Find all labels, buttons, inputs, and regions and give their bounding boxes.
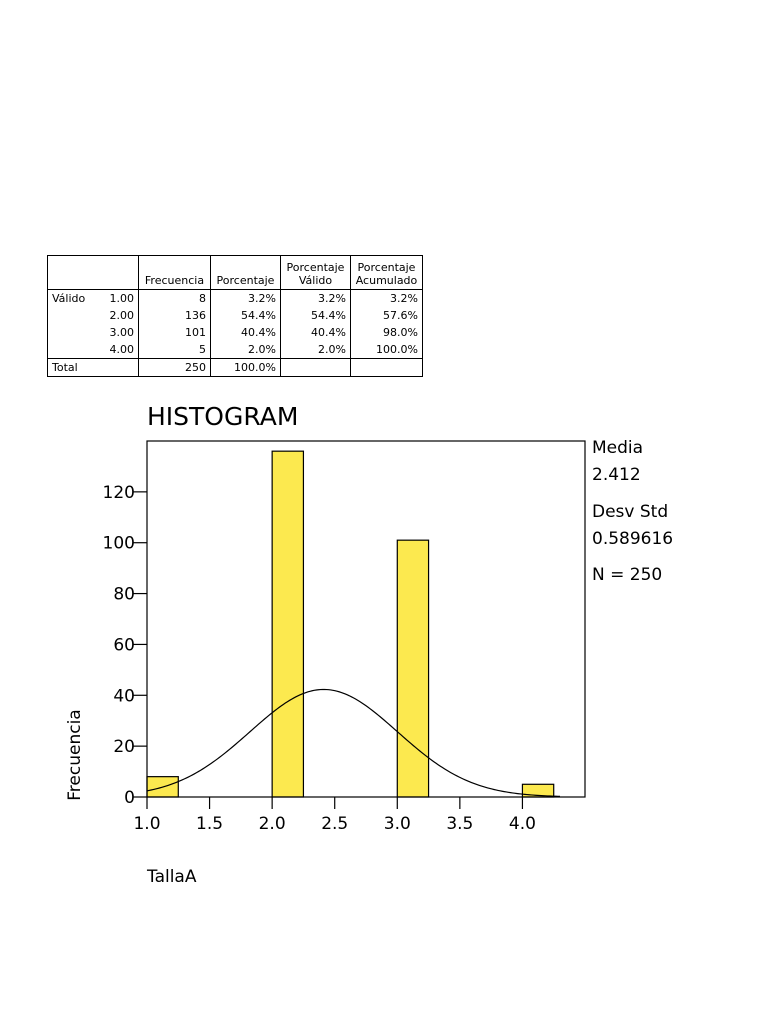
- x-tick-label: 3.0: [384, 814, 411, 834]
- table-row: Válido 1.00 8 3.2% 3.2% 3.2%: [47, 289, 423, 307]
- row-valid-percent: 54.4%: [280, 307, 351, 324]
- row-valid-percent: 3.2%: [280, 289, 351, 307]
- frequency-table: Frecuencia Porcentaje Porcentaje Válido Porc…: [47, 255, 423, 377]
- chart-title: HISTOGRAM: [147, 402, 299, 431]
- row-group-label: Válido: [47, 289, 96, 307]
- table-header-cell: Porcentaje Acumulado: [350, 255, 423, 290]
- x-tick-label: 3.5: [446, 814, 473, 834]
- row-frequency: 5: [138, 341, 211, 359]
- row-cumulative-percent: 3.2%: [350, 289, 423, 307]
- table-row: 2.00 136 54.4% 54.4% 57.6%: [47, 307, 423, 324]
- table-row: 3.00 101 40.4% 40.4% 98.0%: [47, 324, 423, 341]
- row-frequency: 101: [138, 324, 211, 341]
- row-percent: 40.4%: [210, 324, 281, 341]
- total-percent: 100.0%: [210, 358, 281, 377]
- table-header-cell: [47, 255, 96, 290]
- row-percent: 54.4%: [210, 307, 281, 324]
- y-tick-label: 20: [113, 737, 135, 757]
- sd-label: Desv Std: [592, 502, 669, 522]
- table-header-cell: Porcentaje Válido: [280, 255, 351, 290]
- normal-curve: [146, 688, 560, 797]
- total-valid-percent: [280, 358, 351, 377]
- y-tick-label: 120: [103, 483, 135, 503]
- row-frequency: 136: [138, 307, 211, 324]
- row-value: 1.00: [95, 289, 139, 307]
- row-value: 3.00: [95, 324, 139, 341]
- row-value: 2.00: [95, 307, 139, 324]
- y-tick-label: 60: [113, 635, 135, 655]
- row-group-label: [47, 307, 96, 324]
- total-cumulative-percent: [350, 358, 423, 377]
- x-axis-label: TallaA: [146, 867, 197, 887]
- mean-label: Media: [592, 438, 644, 458]
- y-tick-label: 40: [113, 686, 135, 706]
- mean-value: 2.412: [592, 465, 641, 485]
- row-cumulative-percent: 98.0%: [350, 324, 423, 341]
- row-frequency: 8: [138, 289, 211, 307]
- row-value: 4.00: [95, 341, 139, 359]
- row-group-label: [47, 341, 96, 359]
- x-tick-label: 2.0: [259, 814, 286, 834]
- table-total-row: Total 250 100.0%: [47, 358, 423, 377]
- plot-frame: [146, 440, 586, 798]
- histogram-bar: [271, 450, 305, 798]
- x-tick-label: 2.5: [321, 814, 348, 834]
- sd-value: 0.589616: [592, 529, 674, 549]
- row-valid-percent: 40.4%: [280, 324, 351, 341]
- frequency-table-body: Frecuencia Porcentaje Porcentaje Válido Porc…: [47, 255, 423, 377]
- row-percent: 3.2%: [210, 289, 281, 307]
- row-cumulative-percent: 100.0%: [350, 341, 423, 359]
- table-header-cell: Porcentaje: [210, 255, 281, 290]
- table-header-cell: Frecuencia: [138, 255, 211, 290]
- table-row: 4.00 5 2.0% 2.0% 100.0%: [47, 341, 423, 359]
- total-empty: [95, 358, 139, 377]
- y-axis-label: Frecuencia: [65, 709, 85, 800]
- histogram-bar: [396, 539, 430, 798]
- row-valid-percent: 2.0%: [280, 341, 351, 359]
- row-percent: 2.0%: [210, 341, 281, 359]
- total-label: Total: [47, 358, 96, 377]
- row-cumulative-percent: 57.6%: [350, 307, 423, 324]
- y-tick-label: 0: [124, 788, 135, 808]
- row-group-label: [47, 324, 96, 341]
- x-tick-label: 1.0: [133, 814, 160, 834]
- y-tick-label: 80: [113, 585, 135, 605]
- table-header-cell: [95, 255, 139, 290]
- table-header-row: Frecuencia Porcentaje Porcentaje Válido Porc…: [47, 255, 423, 290]
- x-tick-label: 4.0: [509, 814, 536, 834]
- y-tick-label: 100: [103, 534, 135, 554]
- n-label: N = 250: [592, 565, 663, 585]
- total-frequency: 250: [138, 358, 211, 377]
- x-tick-label: 1.5: [196, 814, 223, 834]
